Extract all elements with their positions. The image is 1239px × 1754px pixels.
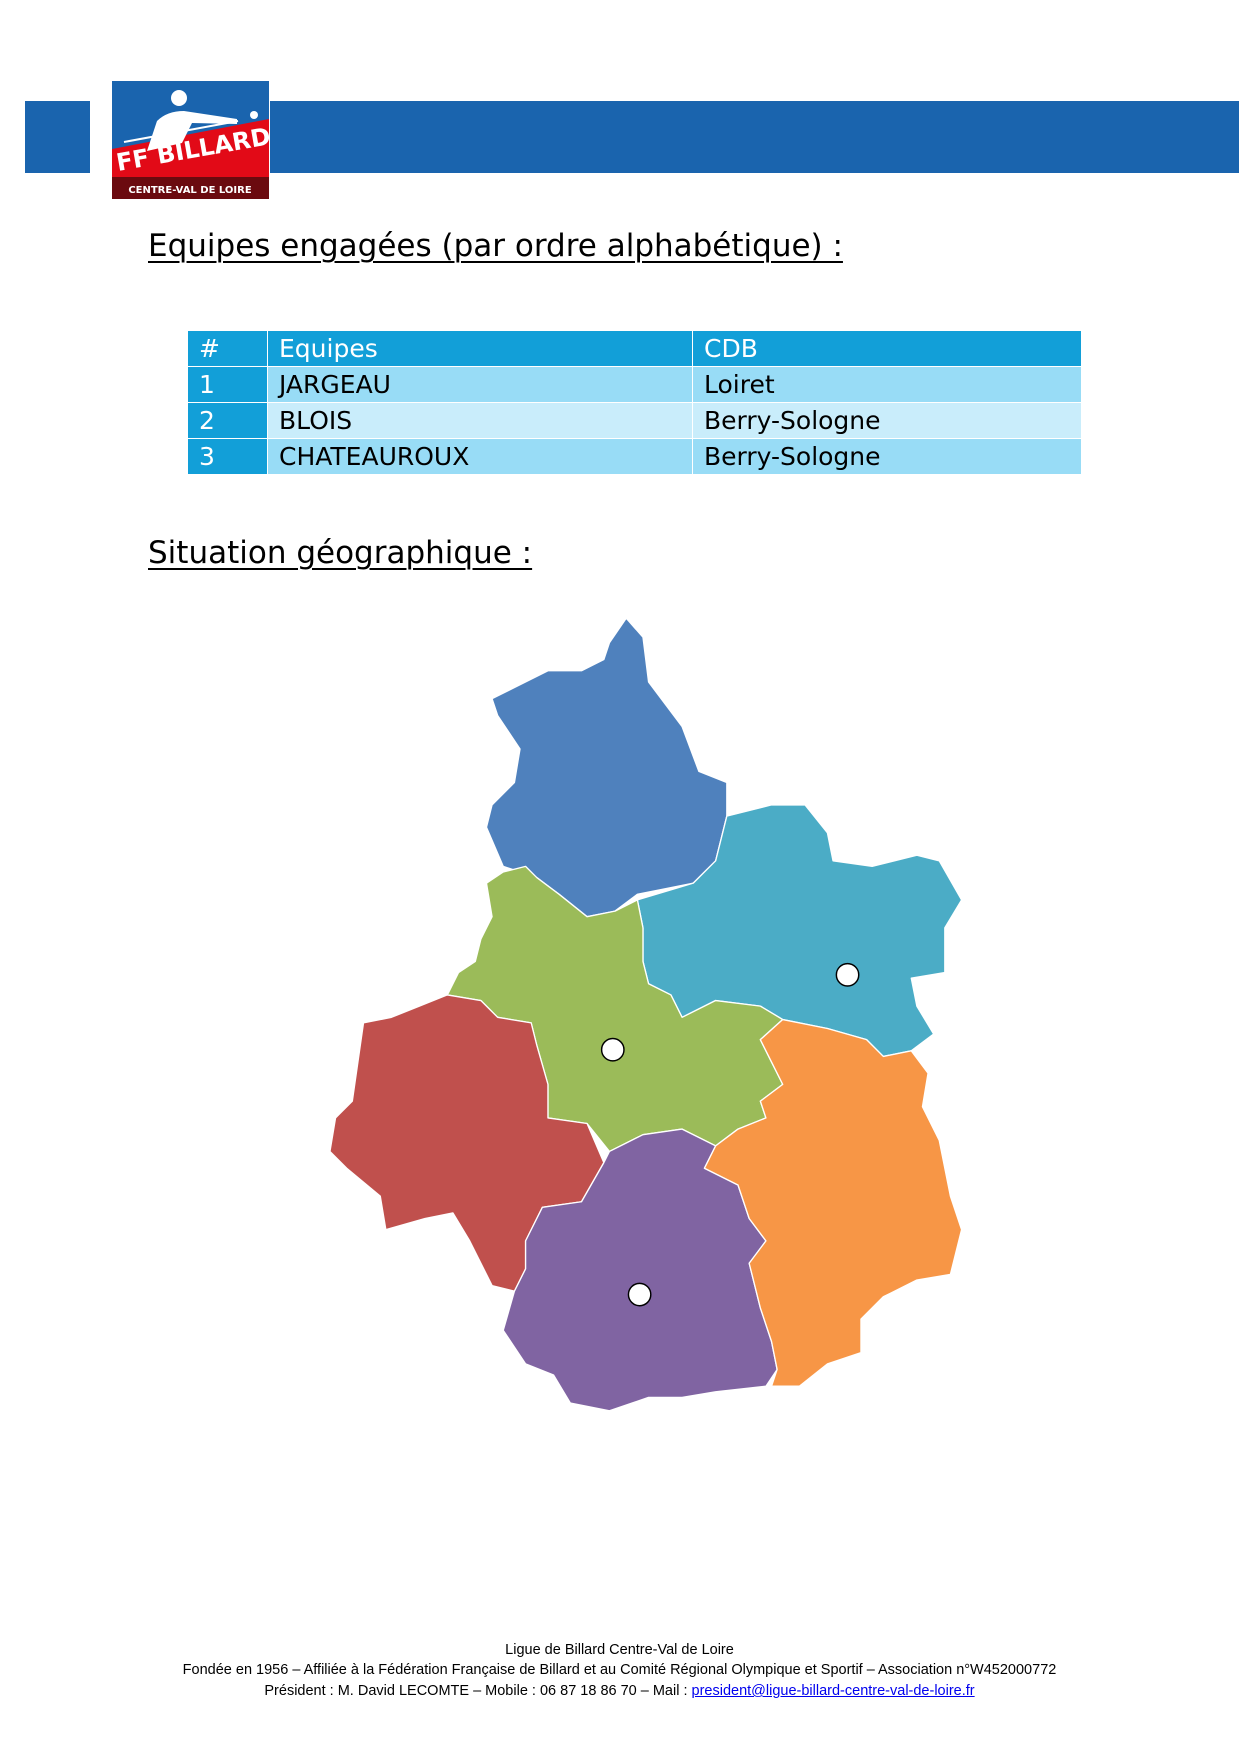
- footer-line-2: Fondée en 1956 – Affiliée à la Fédératio…: [182, 1662, 1057, 1678]
- cell-cdb: Loiret: [692, 366, 1082, 403]
- cell-team: CHATEAUROUX: [267, 438, 693, 475]
- email-link[interactable]: president@ligue-billard-centre-val-de-lo…: [691, 1683, 975, 1699]
- footer-contact: Président : M. David LECOMTE – Mobile : …: [264, 1683, 692, 1699]
- cell-cdb: Berry-Sologne: [692, 402, 1082, 439]
- cell-cdb: Berry-Sologne: [692, 438, 1082, 475]
- marker-chateauroux: [627, 1282, 652, 1307]
- marker-blois: [600, 1037, 625, 1062]
- footer-line-3: Président : M. David LECOMTE – Mobile : …: [0, 1683, 1239, 1699]
- marker-jargeau: [835, 962, 860, 987]
- cell-number: 1: [187, 366, 268, 403]
- teams-heading: Equipes engagées (par ordre alphabétique…: [148, 228, 843, 264]
- header-bar-left: [25, 101, 90, 173]
- cell-team: JARGEAU: [267, 366, 693, 403]
- footer-line-1: Ligue de Billard Centre-Val de Loire: [505, 1642, 734, 1658]
- header-number: #: [187, 330, 268, 367]
- cell-team: BLOIS: [267, 402, 693, 439]
- cell-number: 3: [187, 438, 268, 475]
- table-row: 3 CHATEAUROUX Berry-Sologne: [187, 438, 1082, 475]
- table-row: 1 JARGEAU Loiret: [187, 366, 1082, 403]
- table-row: 2 BLOIS Berry-Sologne: [187, 402, 1082, 439]
- cell-number: 2: [187, 402, 268, 439]
- region-indre-et-loire: [329, 994, 605, 1292]
- geo-heading: Situation géographique :: [148, 535, 533, 571]
- logo-subtext: CENTRE-VAL DE LOIRE: [128, 185, 252, 196]
- region-cher: [703, 1018, 963, 1387]
- header-team: Equipes: [267, 330, 693, 367]
- header-bar-right: [270, 101, 1239, 173]
- teams-table: # Equipes CDB 1 JARGEAU Loiret 2 BLOIS B…: [187, 330, 1082, 475]
- ff-billard-logo: FF BILLARD CENTRE-VAL DE LOIRE: [112, 81, 269, 199]
